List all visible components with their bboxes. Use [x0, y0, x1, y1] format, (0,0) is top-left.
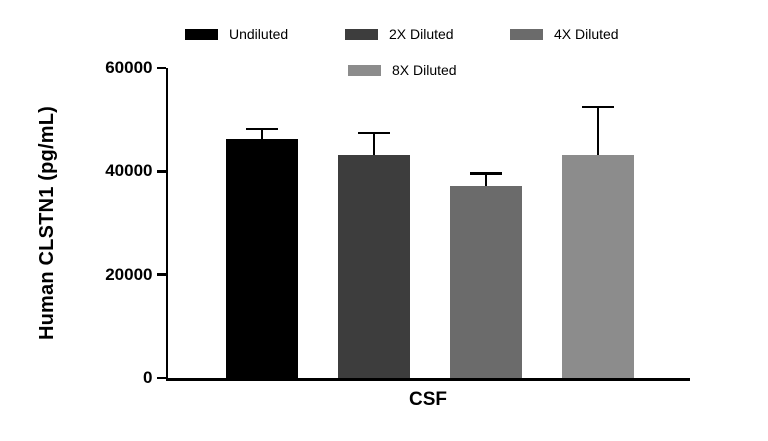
- error-bar-cap-4x-diluted: [470, 172, 502, 175]
- y-tick-60000: [156, 66, 166, 70]
- x-axis-line: [165, 378, 690, 381]
- y-tick-label-40000: 40000: [105, 161, 153, 181]
- y-tick-label-0: 0: [143, 368, 153, 387]
- error-bar-cap-undiluted: [246, 127, 278, 131]
- bar-8x-diluted: [562, 155, 634, 378]
- error-bar-stem-undiluted: [260, 128, 264, 147]
- bar-2x-diluted: [338, 154, 410, 378]
- y-axis-line: [165, 68, 168, 381]
- error-bar-cap-8x-diluted: [582, 105, 614, 108]
- error-bar-stem-8x-diluted: [596, 106, 600, 164]
- bar-4x-diluted: [450, 185, 522, 378]
- x-axis-label: CSF: [409, 389, 447, 410]
- y-tick-label-20000: 20000: [105, 264, 153, 284]
- error-bar-stem-4x-diluted: [484, 173, 488, 194]
- y-tick-0: [156, 376, 166, 380]
- y-tick-20000: [156, 273, 166, 276]
- bar-undiluted: [226, 138, 298, 378]
- error-bar-stem-2x-diluted: [372, 133, 376, 163]
- y-tick-40000: [156, 170, 166, 173]
- error-bar-cap-2x-diluted: [358, 131, 390, 135]
- y-tick-label-60000: 60000: [105, 58, 153, 77]
